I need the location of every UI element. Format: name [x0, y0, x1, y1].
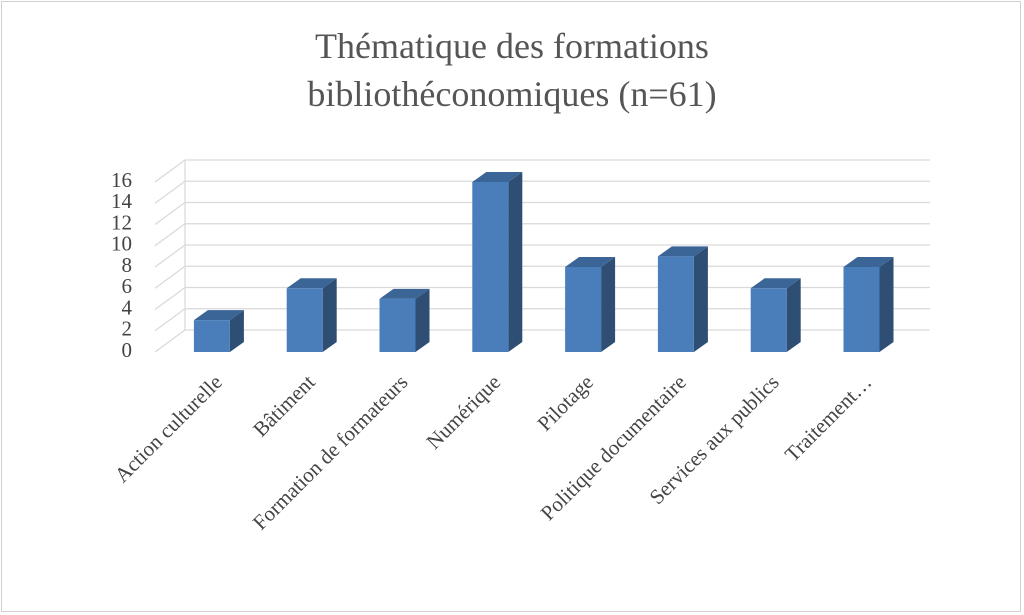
- x-tick-label: Formation de formateurs: [248, 370, 413, 535]
- bar-side: [508, 172, 523, 352]
- bar-side: [879, 257, 894, 352]
- x-tick-label: Traitement…: [780, 370, 876, 466]
- grid-line: [154, 223, 186, 247]
- bar-side: [322, 278, 337, 352]
- bar: [565, 267, 602, 352]
- bar: [750, 288, 787, 352]
- bar-top: [286, 278, 337, 289]
- grid-line: [154, 180, 186, 204]
- bar-top: [843, 257, 894, 267]
- grid-line: [154, 287, 186, 310]
- grid-line: [154, 159, 186, 183]
- bar-top: [565, 257, 616, 267]
- bar-side: [229, 310, 244, 352]
- x-tick-label: Bâtiment: [248, 370, 320, 442]
- y-tick-label: 14: [111, 189, 133, 213]
- y-tick-label: 10: [111, 232, 132, 256]
- y-tick-label: 8: [122, 253, 133, 277]
- bar: [843, 267, 880, 352]
- x-tick-label: Numérique: [421, 370, 505, 454]
- grid-line: [154, 244, 186, 268]
- bar-side: [693, 246, 708, 352]
- bar-top: [379, 288, 430, 299]
- x-tick-label: Action culturelle: [110, 370, 227, 487]
- grid-line: [154, 202, 186, 225]
- bar-top: [657, 246, 708, 257]
- bar: [193, 320, 230, 352]
- bar-top: [193, 310, 244, 321]
- bar: [657, 256, 694, 352]
- bar-top: [750, 278, 801, 289]
- bar-side: [601, 257, 616, 352]
- y-tick-label: 6: [122, 274, 133, 298]
- y-tick-label: 4: [122, 295, 133, 319]
- grid-line: [154, 308, 186, 332]
- y-tick-label: 16: [111, 168, 132, 192]
- x-tick-label: Pilotage: [532, 370, 598, 436]
- chart-title: Thématique des formations bibliothéconom…: [307, 26, 717, 114]
- grid-line: [154, 265, 186, 289]
- bar-top: [472, 172, 523, 182]
- grid-line: [154, 329, 186, 353]
- y-tick-label: 0: [122, 338, 133, 362]
- bar-side: [786, 278, 801, 352]
- y-tick-label: 2: [122, 317, 133, 341]
- bar-side: [415, 288, 430, 352]
- bar: [379, 298, 416, 352]
- bar: [472, 182, 509, 352]
- y-tick-label: 12: [111, 210, 132, 234]
- bar: [286, 288, 323, 352]
